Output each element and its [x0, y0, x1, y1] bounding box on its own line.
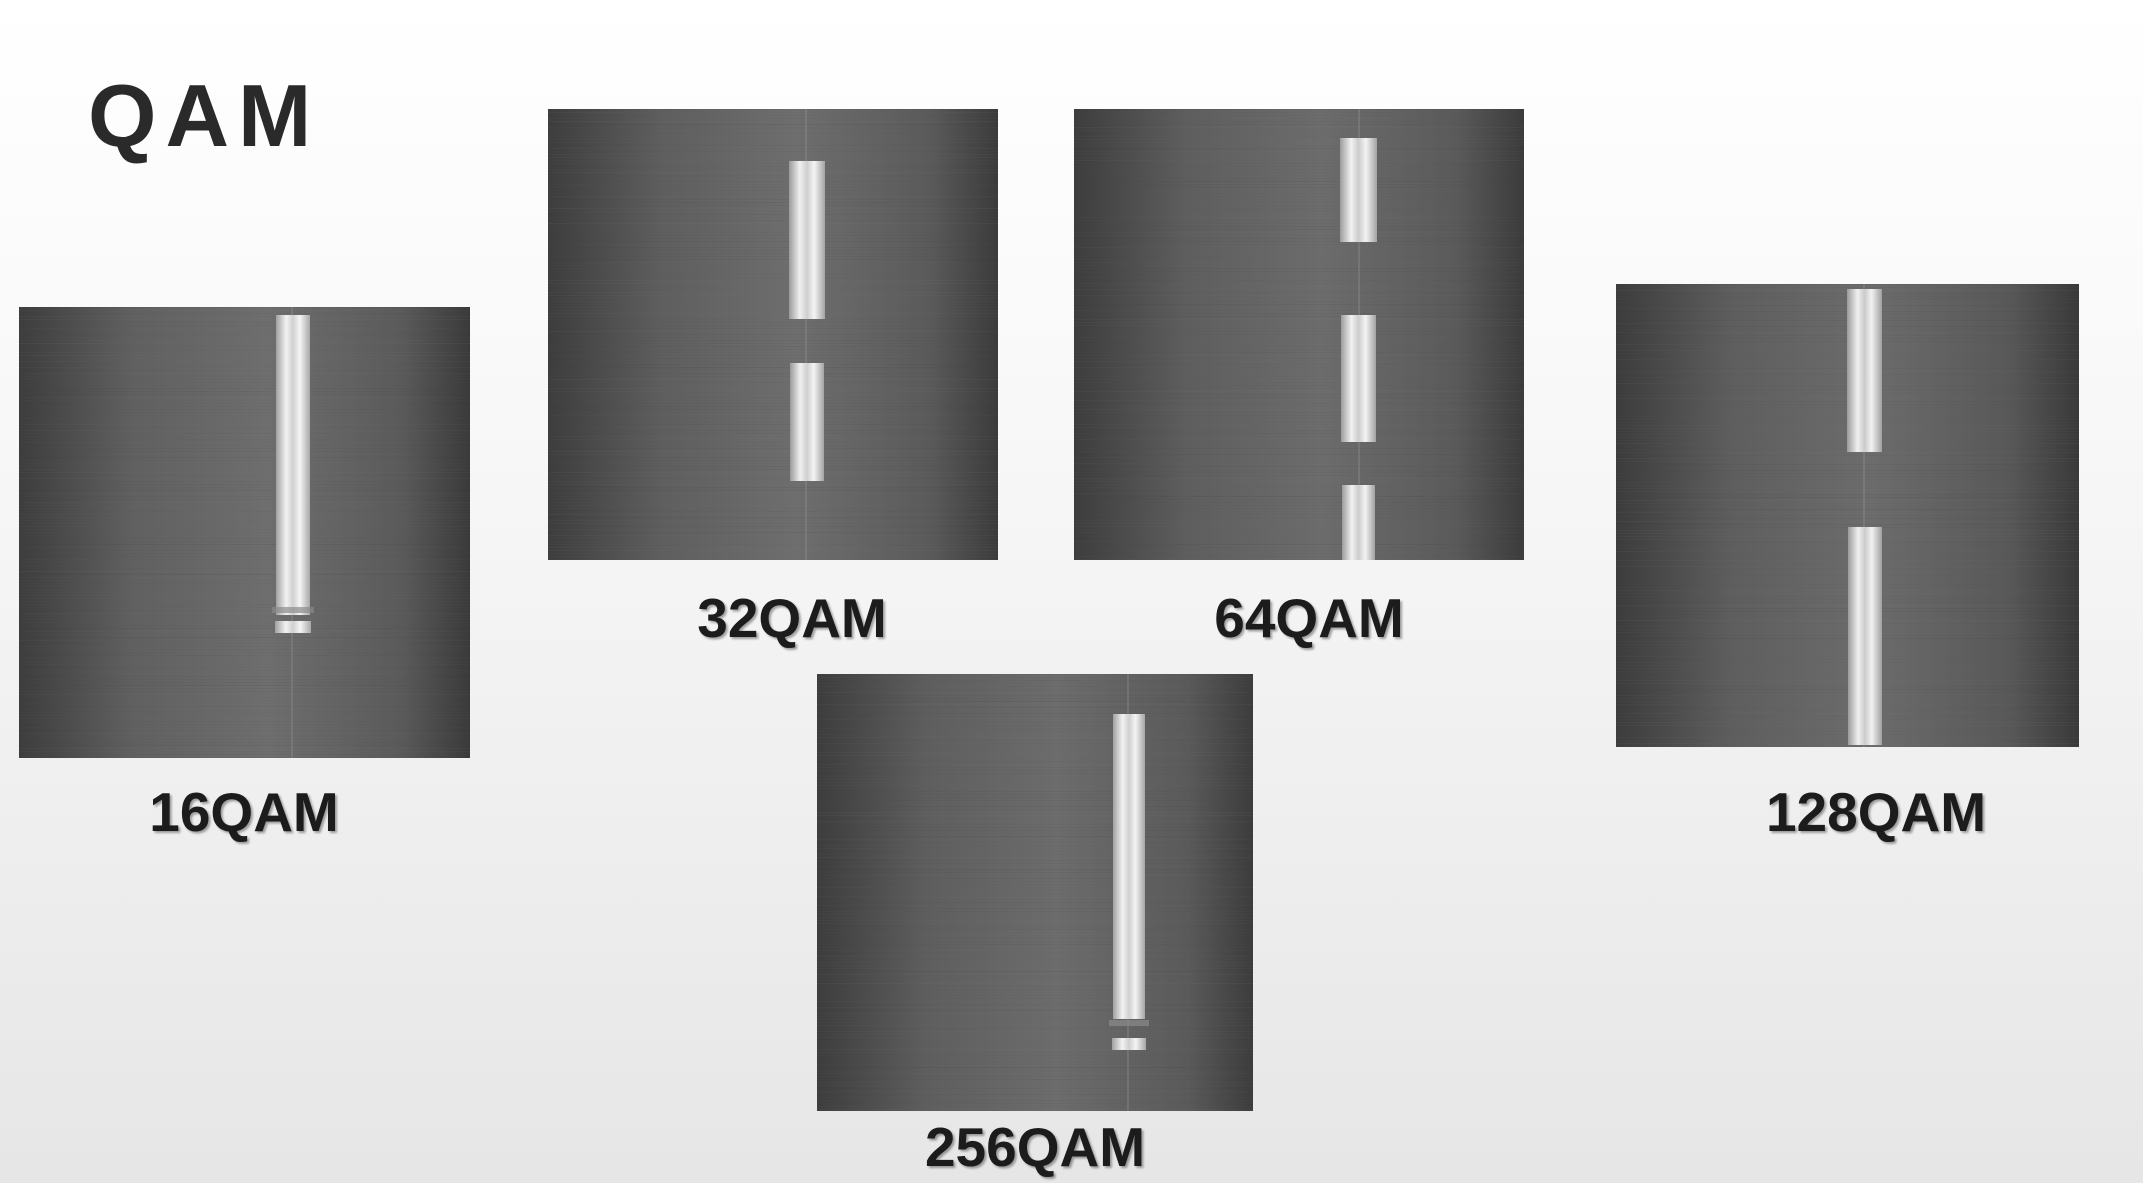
spectrogram-256qam: [817, 674, 1253, 1111]
spectrogram-128qam: [1616, 284, 2079, 747]
label-16qam: 16QAM: [149, 781, 339, 843]
noise-texture: [1074, 109, 1524, 560]
noise-texture: [817, 674, 1253, 1110]
spectrogram-64qam: [1074, 109, 1524, 560]
slide-title: QAM: [88, 66, 321, 165]
spectrogram-16qam: [19, 307, 470, 758]
label-32qam: 32QAM: [697, 587, 887, 649]
signal-band: [276, 315, 310, 615]
label-256qam: 256QAM: [924, 1116, 1146, 1178]
label-128qam: 128QAM: [1765, 781, 1987, 843]
spectrogram-32qam: [548, 109, 998, 560]
spectrogram-16qam-image: [19, 307, 470, 758]
noise-texture: [548, 109, 998, 560]
spectrogram-128qam-image: [1616, 284, 2079, 747]
noise-texture: [19, 307, 470, 758]
spectrogram-256qam-image: [817, 674, 1253, 1111]
spectrogram-32qam-image: [548, 109, 998, 560]
spectrogram-64qam-image: [1074, 109, 1524, 560]
label-64qam: 64QAM: [1214, 587, 1404, 649]
